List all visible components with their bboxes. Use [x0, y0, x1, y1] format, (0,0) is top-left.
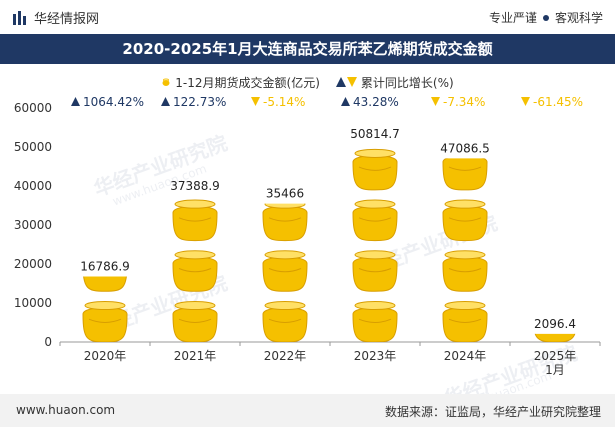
- x-tick-label: 2021年: [174, 349, 217, 363]
- gold-pot-icon: [352, 148, 398, 191]
- x-tick-label: 2020年: [84, 349, 127, 363]
- gold-pot-icon: [352, 250, 398, 292]
- bar-stack: [352, 148, 398, 342]
- y-tick-label: 60000: [14, 101, 52, 115]
- chart-title: 2020-2025年1月大连商品交易所苯乙烯期货成交金额: [0, 34, 615, 64]
- separator-dot-icon: [542, 14, 549, 21]
- growth-label: -61.45%: [521, 95, 583, 109]
- gold-pot-icon: [172, 300, 218, 342]
- data-label-amount: 2096.4: [534, 317, 576, 331]
- gold-pot-icon: [442, 199, 488, 242]
- gold-pot-icon: [262, 250, 308, 292]
- y-tick-label: 0: [44, 335, 52, 349]
- legend-item-growth: 累计同比增长(%): [335, 74, 454, 91]
- gold-pot-icon: [82, 300, 128, 343]
- triangle-up-icon: [341, 97, 350, 106]
- value-labels: 16786.9 37388.9 35466 50814.7 47086.5 2096.4: [80, 127, 576, 331]
- legend-label-amount: 1-12月期货成交金额(亿元): [175, 75, 320, 90]
- data-label-amount: 50814.7: [350, 127, 400, 141]
- data-label-growth: -61.45%: [533, 95, 583, 109]
- y-tick-label: 10000: [14, 296, 52, 310]
- triangle-down-icon: [346, 77, 357, 87]
- gold-pot-icon: [172, 199, 218, 242]
- growth-label: 43.28%: [341, 95, 399, 109]
- gold-pot-icon: [172, 250, 218, 292]
- x-tick-label: 2025年: [534, 349, 577, 363]
- y-tick-label: 40000: [14, 179, 52, 193]
- legend-item-amount: 1-12月期货成交金额(亿元): [161, 74, 320, 91]
- x-tick-label: 1月: [545, 363, 565, 377]
- bar-stack: [262, 203, 308, 342]
- footer-source: 数据来源：证监局，华经产业研究院整理: [384, 405, 601, 419]
- gold-pot-icon: [442, 158, 488, 191]
- tag-professional: 专业严谨: [488, 11, 537, 25]
- triangle-down-icon: [521, 97, 530, 106]
- top-bar: 华经情报网 专业严谨 客观科学: [0, 0, 615, 34]
- bars: [82, 148, 576, 343]
- data-label-growth: -5.14%: [263, 95, 305, 109]
- footer-website-link[interactable]: www.huaon.com: [16, 403, 116, 417]
- x-tick-label: 2023年: [354, 349, 397, 363]
- legend-label-growth: 累计同比增长(%): [360, 75, 454, 90]
- tag-objective: 客观科学: [554, 11, 603, 25]
- y-tick-label: 30000: [14, 218, 52, 232]
- bar-stack: [534, 333, 576, 342]
- growth-label: -7.34%: [431, 95, 485, 109]
- brand-name: 华经情报网: [34, 12, 100, 27]
- data-label-amount: 47086.5: [440, 141, 490, 155]
- growth-label: -5.14%: [251, 95, 305, 109]
- x-tick-label: 2024年: [444, 349, 487, 363]
- y-tick-label: 20000: [14, 257, 52, 271]
- triangle-down-icon: [431, 97, 440, 106]
- gold-pot-icon: [262, 203, 308, 242]
- gold-pot-icon: [83, 276, 127, 292]
- gold-pot-icon: [442, 250, 488, 292]
- growth-label: 1064.42%: [71, 95, 144, 109]
- top-right-tags: 专业严谨 客观科学: [489, 9, 603, 26]
- gold-pot-icon: [442, 300, 488, 342]
- triangle-up-icon: [71, 97, 80, 106]
- growth-labels: 1064.42% 122.73% -5.14% 43.28% -7.34% -61.45%: [71, 95, 583, 109]
- gold-pot-icon: [534, 333, 576, 342]
- gold-pot-icon: [352, 199, 398, 242]
- brand-logo-icon: [13, 10, 26, 25]
- footer: www.huaon.com 数据来源：证监局，华经产业研究院整理: [0, 394, 615, 427]
- triangle-down-icon: [251, 97, 260, 106]
- y-axis: 0 10000 20000 30000 40000 50000 60000: [14, 101, 52, 349]
- triangle-up-icon: [161, 97, 170, 106]
- gold-pot-icon: [162, 78, 170, 86]
- data-label-amount: 16786.9: [80, 260, 130, 274]
- x-tick-label: 2022年: [264, 349, 307, 363]
- gold-pot-icon: [352, 300, 398, 342]
- data-label-growth: 43.28%: [353, 95, 399, 109]
- y-tick-label: 50000: [14, 140, 52, 154]
- data-label-growth: 122.73%: [173, 95, 226, 109]
- x-axis: 2020年 2021年 2022年 2023年 2024年 2025年1月: [59, 341, 601, 377]
- triangle-up-icon: [335, 77, 346, 87]
- gold-pot-icon: [262, 300, 308, 342]
- bar-stack: [82, 276, 128, 343]
- data-label-growth: -7.34%: [443, 95, 485, 109]
- data-label-amount: 35466: [266, 187, 304, 201]
- legend: 1-12月期货成交金额(亿元) 累计同比增长(%): [0, 72, 615, 92]
- data-label-amount: 37388.9: [170, 179, 220, 193]
- bar-stack: [442, 158, 488, 342]
- data-label-growth: 1064.42%: [83, 95, 144, 109]
- brand[interactable]: 华经情报网: [12, 8, 99, 27]
- bar-stack: [172, 199, 218, 342]
- growth-label: 122.73%: [161, 95, 226, 109]
